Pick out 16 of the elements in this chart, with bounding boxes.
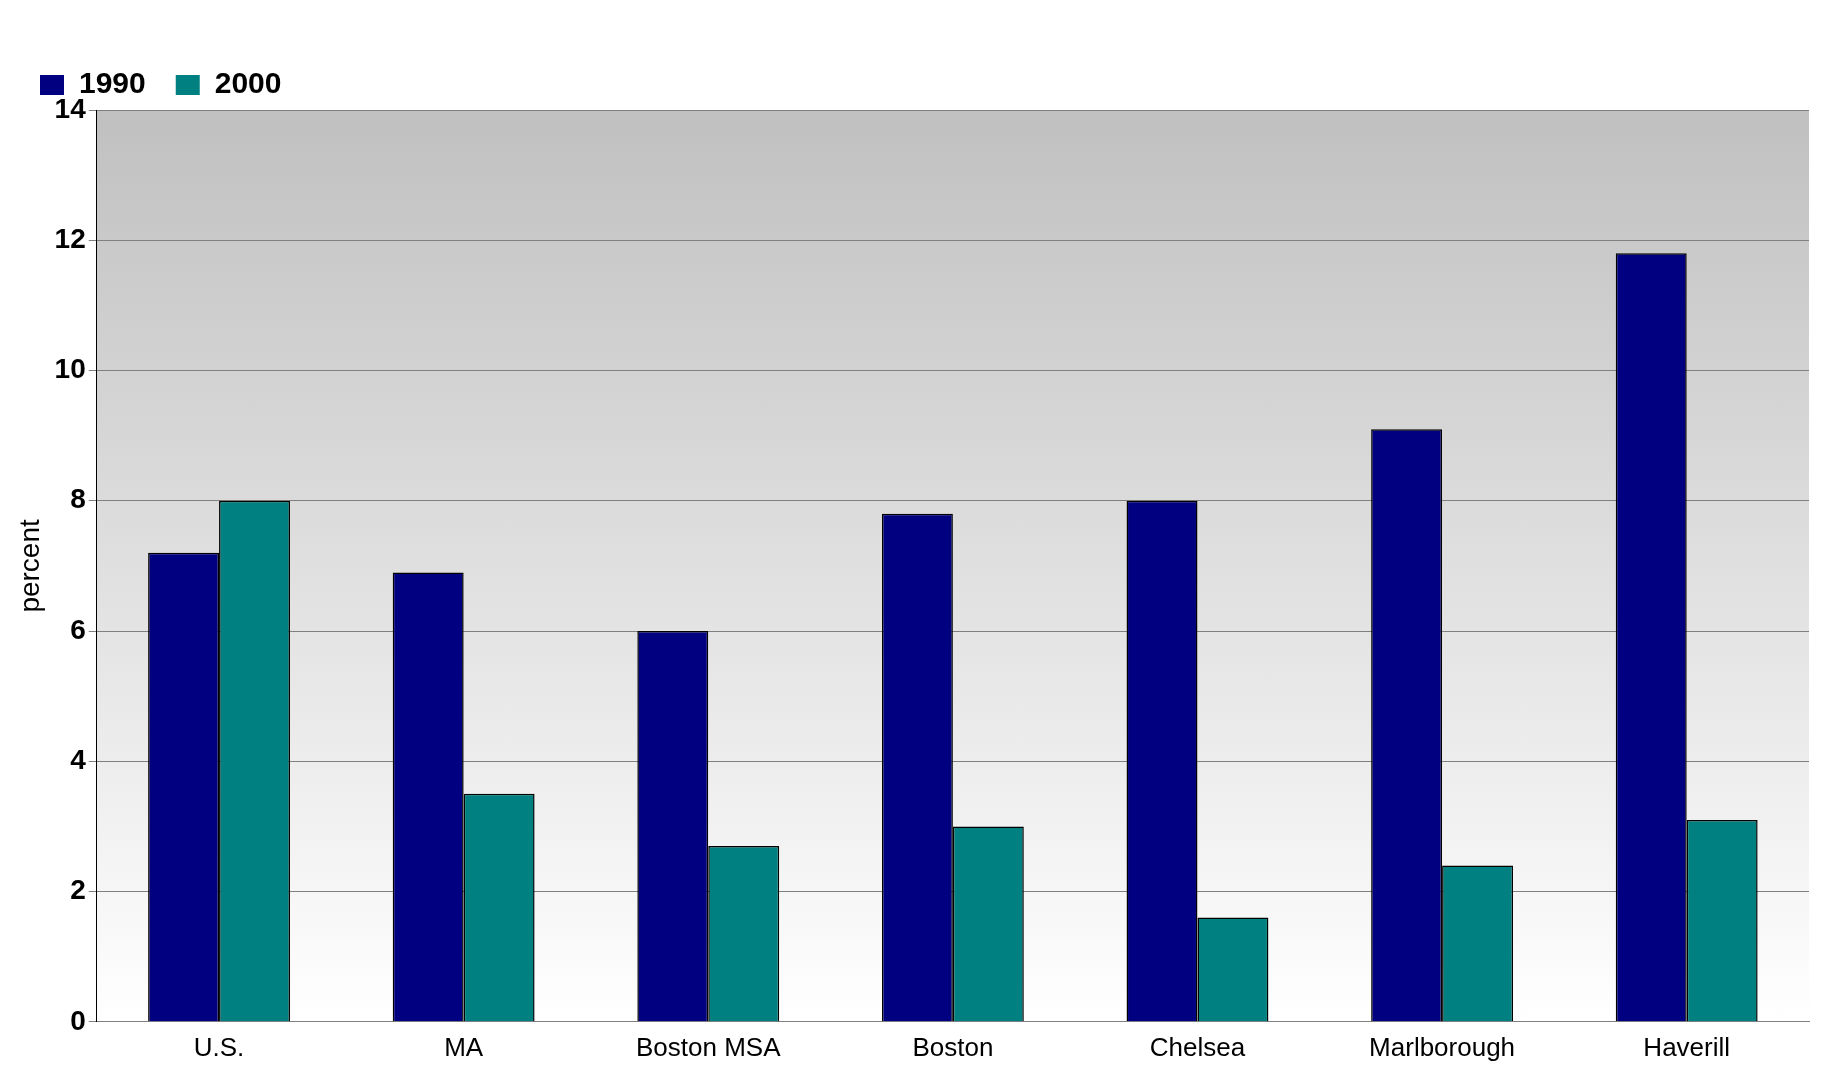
y-tick-label: 6 — [70, 613, 86, 645]
x-tick-label: Boston MSA — [636, 1031, 782, 1062]
x-tick-label: Chelsea — [1149, 1031, 1246, 1062]
y-tick-label: 8 — [70, 483, 86, 515]
y-tick-label: 0 — [70, 1004, 86, 1036]
y-tick-label: 10 — [54, 353, 86, 385]
y-tick-label: 12 — [54, 222, 86, 254]
x-tick-label: Haverill — [1643, 1031, 1731, 1062]
x-tick-label: U.S. — [193, 1031, 245, 1062]
x-tick-label: Boston — [912, 1031, 994, 1062]
y-axis-title: percent — [13, 518, 45, 613]
x-tick-label: MA — [444, 1031, 484, 1062]
y-tick-label: 4 — [70, 744, 87, 775]
legend-label: 2000 — [214, 66, 282, 100]
x-tick-label: Marlborough — [1369, 1031, 1516, 1062]
y-tick-label: 2 — [70, 874, 86, 906]
